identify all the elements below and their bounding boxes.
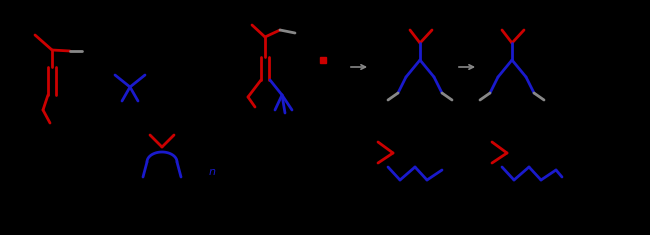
Text: n: n bbox=[209, 167, 216, 177]
